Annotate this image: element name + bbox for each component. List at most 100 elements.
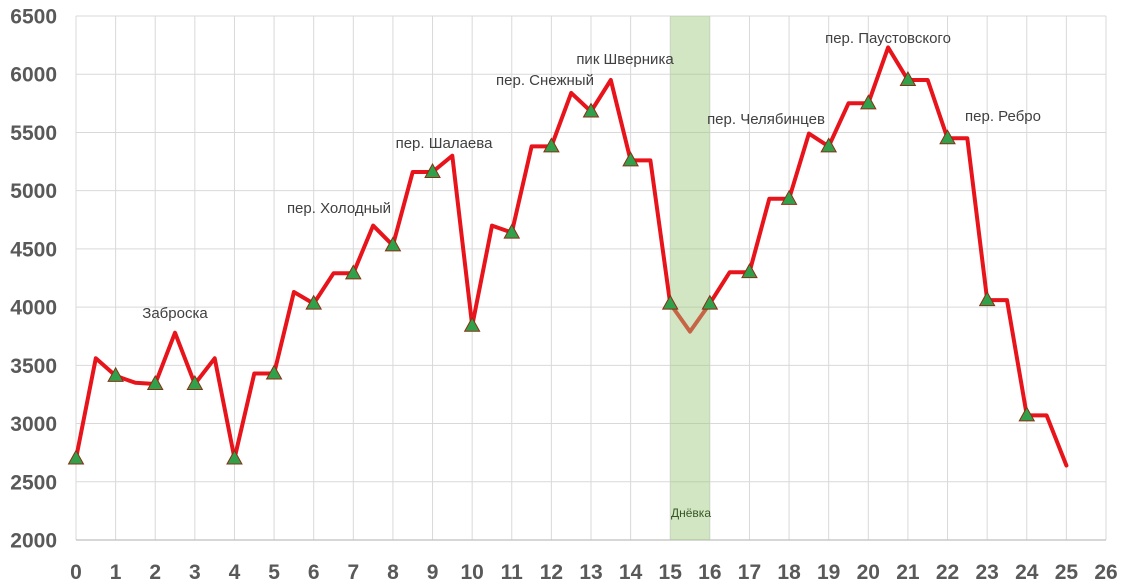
data-point [926, 78, 930, 82]
y-tick-label: 2000 [10, 530, 57, 553]
data-point [312, 302, 316, 306]
x-tick-label: 26 [1094, 561, 1117, 584]
annotation-pass-chelyabintsev: пер. Челябинцев [707, 111, 825, 128]
triangle-marker [780, 189, 798, 205]
x-tick-label: 13 [579, 561, 602, 584]
data-point [767, 197, 771, 201]
triangle-marker [424, 163, 441, 179]
annotation-pass-paustovskogo: пер. Паустовского [825, 30, 951, 47]
x-tick-label: 19 [817, 561, 840, 584]
rest-day-label: Днёвка [671, 506, 711, 520]
triangle-marker [978, 291, 996, 307]
x-tick-label: 16 [698, 561, 721, 584]
data-point [569, 91, 573, 95]
rest-day-band-layer [670, 16, 710, 540]
data-point [292, 290, 296, 294]
data-point [371, 224, 375, 228]
triangle-marker [146, 374, 164, 390]
x-tick-label: 23 [975, 561, 998, 584]
x-tick-label: 24 [1015, 561, 1039, 584]
triangle-marker [701, 294, 719, 310]
y-tick-label: 4000 [10, 297, 57, 320]
y-tick-label: 3000 [10, 413, 57, 436]
y-tick-label: 5500 [10, 122, 57, 145]
series-lines [74, 45, 1069, 468]
triangle-marker [265, 364, 283, 380]
data-point [1005, 298, 1009, 302]
annotation-pass-snezhny: пер. Снежный [496, 72, 594, 89]
x-tick-label: 9 [427, 561, 439, 584]
data-point [747, 270, 751, 274]
series-markers [67, 71, 1036, 465]
x-tick-label: 22 [936, 561, 959, 584]
triangle-marker [899, 71, 917, 87]
data-point [153, 382, 157, 386]
x-tick-label: 7 [347, 561, 359, 584]
data-point [232, 456, 236, 460]
x-tick-label: 5 [268, 561, 280, 584]
data-point [728, 270, 732, 274]
annotations: Заброска пер. Холодный пер. Шалаева пер.… [142, 30, 1041, 322]
x-tick-label: 0 [70, 561, 82, 584]
triangle-marker [107, 366, 124, 382]
data-point [807, 132, 811, 136]
annotation-pass-rebro: пер. Ребро [965, 108, 1041, 125]
x-tick-label: 10 [460, 561, 483, 584]
data-point [114, 374, 118, 378]
data-point [787, 197, 791, 201]
data-point [173, 331, 177, 335]
triangle-marker [67, 449, 85, 465]
annotation-peak-shvernika: пик Шверника [576, 51, 674, 68]
x-tick-label: 14 [619, 561, 643, 584]
data-point [411, 170, 415, 174]
x-tick-label: 20 [857, 561, 880, 584]
data-point [74, 456, 78, 460]
y-axis-tick-labels: 2000 2500 3000 3500 4000 4500 5000 5500 6000 6500 [10, 6, 57, 553]
data-point [431, 170, 435, 174]
data-point [629, 158, 633, 162]
triangle-marker [543, 137, 560, 153]
data-point [332, 271, 336, 275]
x-tick-label: 17 [738, 561, 761, 584]
data-point [985, 298, 989, 302]
data-point [1064, 463, 1068, 467]
data-point [272, 371, 276, 375]
data-point [193, 382, 197, 386]
data-point [648, 158, 652, 162]
triangle-marker [503, 223, 521, 239]
data-point [827, 144, 831, 148]
triangle-marker [226, 449, 243, 465]
data-point [965, 136, 969, 140]
triangle-marker [622, 151, 639, 167]
series-line [74, 45, 1069, 468]
y-tick-label: 2500 [10, 471, 57, 494]
data-point [668, 302, 672, 306]
x-tick-label: 12 [540, 561, 563, 584]
data-point [252, 371, 256, 375]
data-point [866, 101, 870, 105]
data-point [490, 224, 494, 228]
triangle-marker [741, 263, 758, 279]
data-point [906, 78, 910, 82]
y-tick-label: 6500 [10, 6, 57, 29]
data-point [549, 144, 553, 148]
data-point [450, 154, 454, 158]
y-tick-label: 3500 [10, 355, 57, 378]
y-tick-label: 5000 [10, 180, 57, 203]
triangle-marker [1018, 406, 1036, 422]
triangle-marker [305, 294, 323, 310]
data-point [847, 101, 851, 105]
data-point [470, 324, 474, 328]
data-point [688, 330, 692, 334]
data-point [391, 243, 395, 247]
x-axis-tick-labels: 0 1 2 3 4 5 6 7 8 9 10 11 12 13 14 15 16 17 18 19 20 21 22 23 24… [70, 561, 1118, 584]
data-point [94, 356, 98, 360]
x-tick-label: 1 [110, 561, 122, 584]
annotation-zabroska: Заброска [142, 305, 208, 322]
x-tick-label: 15 [659, 561, 683, 584]
data-point [510, 231, 514, 235]
x-tick-label: 6 [308, 561, 320, 584]
x-tick-label: 4 [229, 561, 241, 584]
x-tick-label: 3 [189, 561, 201, 584]
